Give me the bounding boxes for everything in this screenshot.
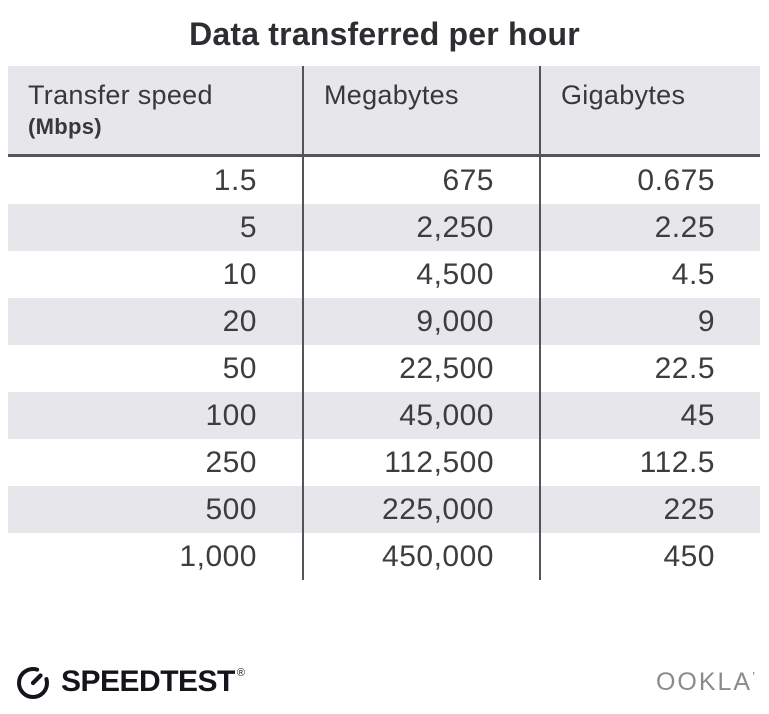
cell-megabytes: 112,500 [302, 439, 539, 486]
header-transfer-speed-label: Transfer speed [28, 80, 213, 110]
registered-trademark-icon: ® [236, 667, 245, 679]
header-transfer-speed: Transfer speed (Mbps) [8, 66, 302, 154]
header-gigabytes: Gigabytes [539, 66, 760, 154]
footer: SPEEDTEST ® OOKLA ’ [0, 660, 769, 704]
ookla-logo: OOKLA ’ [656, 668, 755, 697]
cell-transfer-speed: 50 [222, 351, 257, 385]
cell-transfer-speed: 1,000 [179, 539, 257, 573]
cell-transfer-speed: 5 [239, 210, 257, 244]
cell-gigabytes: 4.5 [539, 251, 760, 298]
cell-gigabytes: 0.675 [539, 157, 760, 204]
ookla-wordmark: OOKLA [655, 667, 753, 696]
cell-megabytes: 2,250 [302, 204, 539, 251]
speedtest-wordmark: SPEEDTEST [61, 665, 235, 698]
ookla-trademark-icon: ’ [752, 668, 755, 684]
cell-gigabytes: 9 [539, 298, 760, 345]
cell-megabytes: 4,500 [302, 251, 539, 298]
speedtest-logo: SPEEDTEST ® [14, 663, 245, 701]
cell-gigabytes: 2.25 [539, 204, 760, 251]
header-megabytes: Megabytes [302, 66, 539, 154]
cell-gigabytes: 112.5 [539, 439, 760, 486]
cell-gigabytes: 225 [539, 486, 760, 533]
cell-transfer-speed: 1.5 [213, 163, 257, 197]
table-header-row: Transfer speed (Mbps) Megabytes Gigabyte… [8, 66, 760, 157]
table-row: 100 45,000 45 [8, 392, 760, 439]
cell-megabytes: 675 [302, 157, 539, 204]
table-row: 250 112,500 112.5 [8, 439, 760, 486]
table-row: 50 22,500 22.5 [8, 345, 760, 392]
cell-gigabytes: 45 [539, 392, 760, 439]
cell-megabytes: 22,500 [302, 345, 539, 392]
cell-transfer-speed: 10 [222, 257, 257, 291]
cell-transfer-speed: 100 [205, 398, 257, 432]
table-row: 5 2,250 2.25 [8, 204, 760, 251]
speedtest-gauge-icon [16, 667, 49, 699]
cell-transfer-speed: 250 [205, 445, 257, 479]
page-title: Data transferred per hour [189, 16, 580, 52]
table-row: 20 9,000 9 [8, 298, 760, 345]
cell-gigabytes: 22.5 [539, 345, 760, 392]
cell-megabytes: 9,000 [302, 298, 539, 345]
header-transfer-speed-unit: (Mbps) [28, 114, 102, 139]
cell-megabytes: 450,000 [302, 533, 539, 580]
table-row: 1,000 450,000 450 [8, 533, 760, 580]
cell-transfer-speed: 500 [205, 492, 257, 526]
cell-gigabytes: 450 [539, 533, 760, 580]
cell-megabytes: 45,000 [302, 392, 539, 439]
cell-transfer-speed: 20 [222, 304, 257, 338]
table-row: 500 225,000 225 [8, 486, 760, 533]
data-transfer-table: Transfer speed (Mbps) Megabytes Gigabyte… [8, 66, 760, 580]
table-row: 10 4,500 4.5 [8, 251, 760, 298]
cell-megabytes: 225,000 [302, 486, 539, 533]
table-row: 1.5 675 0.675 [8, 157, 760, 204]
